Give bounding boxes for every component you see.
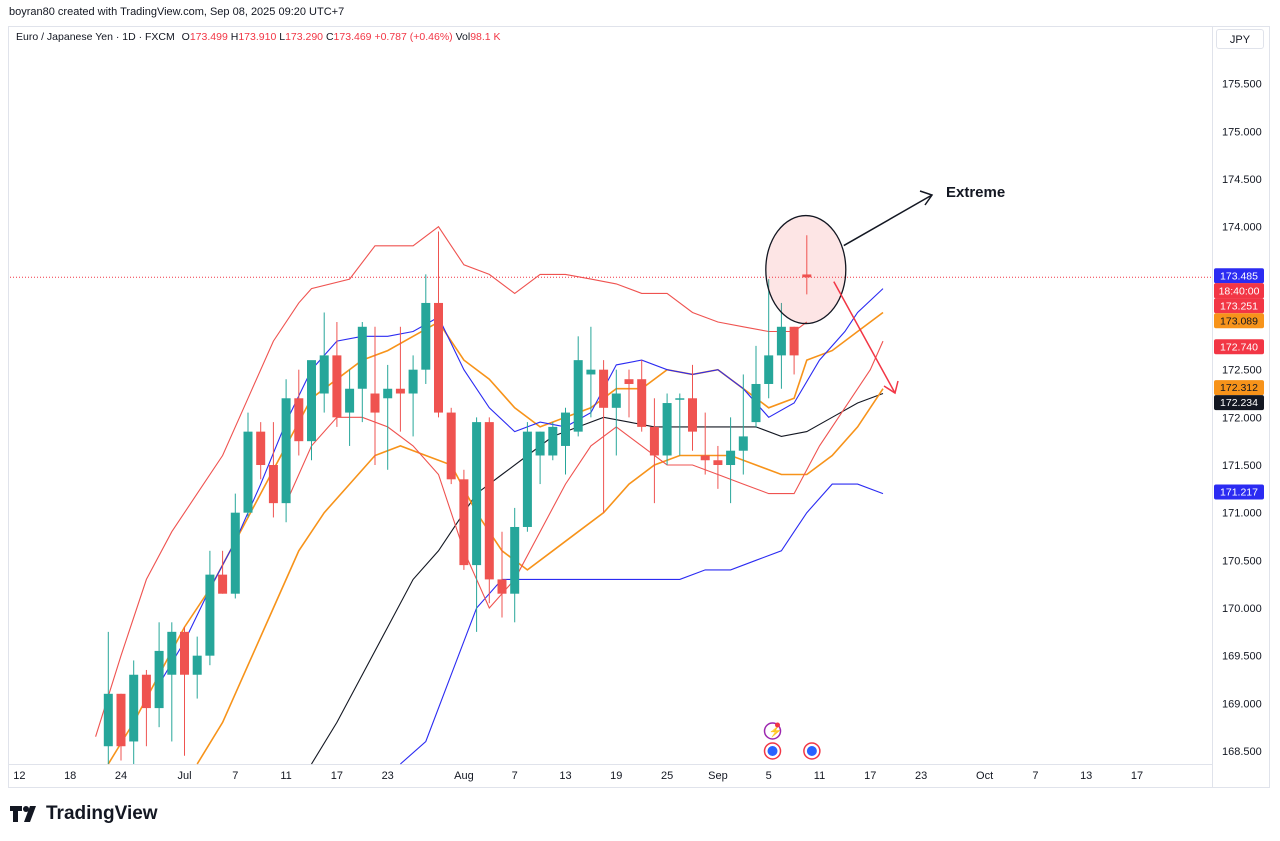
legend-close-label: C [325,31,334,43]
legend-symbol: Euro / Japanese Yen · 1D · FXCM [16,31,175,43]
created-by-line: boyran80 created with TradingView.com, S… [9,6,345,18]
legend-volume: 98.1 K [470,31,501,43]
time-axis[interactable] [8,764,1212,789]
legend-low: 173.290 [285,31,324,43]
legend-high: 173.910 [238,31,277,43]
symbol-legend[interactable]: Euro / Japanese Yen · 1D · FXCM O173.499… [16,31,501,43]
legend-close: 173.469 [333,31,372,43]
currency-button[interactable]: JPY [1216,29,1264,49]
tradingview-logo-icon [10,806,36,822]
chart-frame [8,26,1270,788]
legend-low-label: L [279,31,286,43]
legend-high-label: H [230,31,239,43]
legend-volume-label: Vol [455,31,471,43]
price-axis-divider [1212,26,1213,788]
legend-open: 173.499 [189,31,228,43]
legend-open-label: O [181,31,190,43]
tradingview-brand: TradingView [10,803,158,825]
legend-change: +0.787 (+0.46%) [374,31,453,43]
tradingview-brand-text: TradingView [46,803,158,824]
